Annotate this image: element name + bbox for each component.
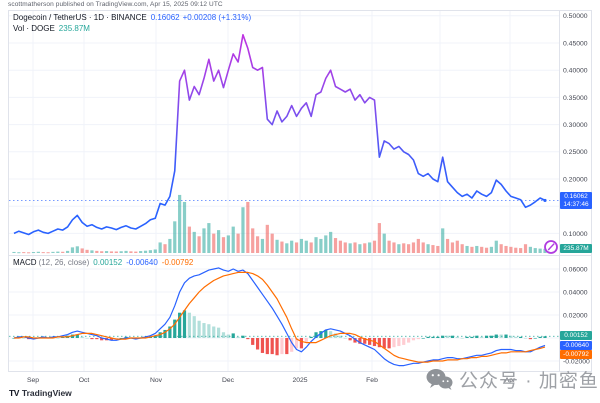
axis-tick-label: 2025	[292, 377, 307, 384]
axis-tick-label: 0.02000	[563, 312, 588, 319]
axis-tick-label: 0.45000	[563, 40, 588, 47]
axis-tick-label: 0.35000	[563, 95, 588, 102]
tradingview-mark-icon: TV	[9, 388, 19, 398]
volume-legend: Vol · DOGE 235.87M	[13, 23, 90, 34]
symbol-title[interactable]: Dogecoin / TetherUS · 1D · BINANCE	[13, 13, 147, 22]
last-price-badge: 0.16062 14:37:46	[560, 192, 592, 209]
badge-signal-value: -0.00792	[563, 351, 589, 358]
axis-tick-label: Dec	[222, 377, 235, 384]
watermark-text: 公众号 · 加密鱼	[459, 371, 599, 392]
volume-value: 235.87M	[58, 24, 90, 33]
axis-tick-label: Oct	[79, 377, 90, 384]
axis-tick-label: Nov	[150, 377, 163, 384]
volume-badge: 235.87M	[560, 244, 592, 253]
macd-line-value: -0.00640	[126, 258, 158, 267]
axis-tick-label: 0.06000	[563, 266, 588, 273]
axis-tick-label: 0.40000	[563, 68, 588, 75]
axis-tick-label: 0.20000	[563, 176, 588, 183]
wechat-icon	[426, 369, 453, 390]
macd-params: (12, 26, close)	[38, 258, 90, 267]
tradingview-logo[interactable]: TV TradingView	[9, 388, 72, 398]
wechat-watermark: 公众号 · 加密鱼	[426, 366, 599, 393]
badge-volume-value: 235.87M	[563, 245, 589, 252]
badge-macd-value: -0.00640	[563, 341, 589, 349]
axis-tick-label: Feb	[366, 377, 378, 384]
axis-tick-label: Apr	[505, 377, 516, 384]
symbol-legend[interactable]: Dogecoin / TetherUS · 1D · BINANCE 0.1606…	[13, 12, 251, 23]
axis-tick-label: 0.50000	[563, 13, 588, 20]
axis-tick-label: 0.10000	[563, 231, 588, 238]
volume-label: Vol · DOGE	[13, 24, 55, 33]
axis-tick-label: 0.25000	[563, 149, 588, 156]
badge-price-value: 0.16062	[564, 193, 588, 200]
badge-hist-value: 0.00152	[564, 332, 588, 339]
axis-tick-label: 0.30000	[563, 122, 588, 129]
last-price-value: 0.16062	[150, 13, 180, 22]
macd-signal-value: -0.00792	[161, 258, 194, 267]
purple-circle-emoji	[544, 240, 558, 254]
axis-tick-label: -0.02000	[563, 358, 590, 365]
macd-name: MACD	[13, 258, 37, 267]
macd-line-badge: -0.00640	[560, 340, 592, 350]
macd-hist-badge: 0.00152	[560, 331, 592, 340]
macd-legend[interactable]: MACD (12, 26, close) 0.00152 -0.00640 -0.007…	[13, 258, 193, 267]
macd-hist-value: 0.00152	[93, 258, 123, 267]
price-change: +0.00208 (+1.31%)	[182, 13, 252, 22]
axis-tick-label: 0.04000	[563, 289, 588, 296]
price-axis[interactable]	[560, 10, 592, 372]
macd-signal-badge: -0.00792	[560, 350, 592, 359]
badge-countdown: 14:37:46	[563, 200, 589, 208]
axis-tick-label: Sep	[27, 377, 39, 384]
attribution-text: scottmatherson published on TradingView.…	[8, 1, 223, 8]
tradingview-wordmark: TradingView	[21, 388, 72, 398]
